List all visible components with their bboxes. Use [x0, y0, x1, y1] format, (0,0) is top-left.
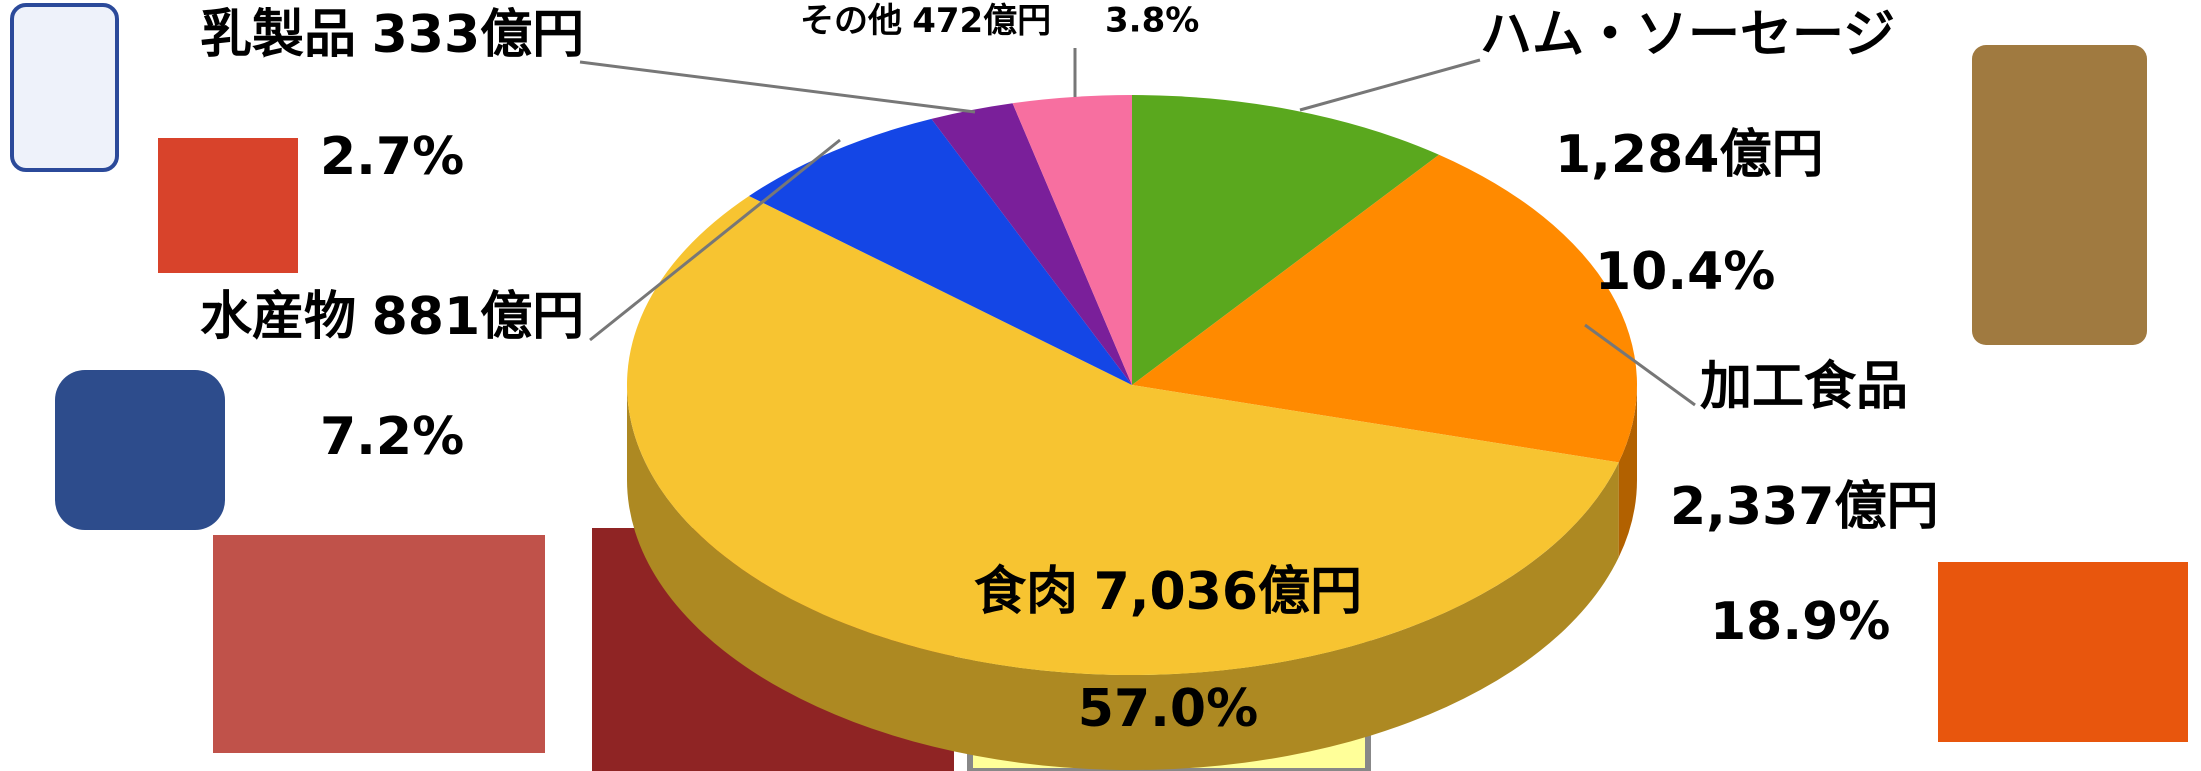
value-label: 10.4% — [1595, 242, 1775, 302]
tuna-photo — [213, 535, 545, 753]
slice-side — [1618, 385, 1637, 558]
slice-side — [627, 385, 1619, 770]
slice — [931, 103, 1132, 385]
amount-label: 7,036億円 — [1094, 562, 1362, 622]
category-label: ハム・ソーセージ — [1480, 5, 1895, 65]
amount-label: 333億円 — [372, 5, 585, 65]
category-name: 水産物 — [200, 287, 356, 347]
category-name: 加工食品 — [1700, 357, 1908, 417]
value-label: 7.2% — [320, 407, 464, 467]
amount-label: 2,337億円 — [1670, 477, 1938, 537]
value-label: 18.9% — [1710, 592, 1890, 652]
amount-label: 472億円 — [912, 1, 1051, 41]
value-label: 3.8% — [1105, 1, 1199, 41]
value-label: 57.0% — [1078, 679, 1258, 739]
slice — [1012, 95, 1132, 385]
sausage-photo — [158, 138, 298, 273]
value-label: 2.7% — [320, 127, 464, 187]
category-name: ハム・ソーセージ — [1480, 5, 1895, 65]
category-label: 水産物 881億円 — [200, 287, 584, 347]
slice — [1132, 154, 1637, 463]
can-photo — [55, 370, 225, 530]
amount-label: 1,284億円 — [1555, 125, 1823, 185]
food-photo — [1938, 562, 2188, 742]
leader-line — [589, 138, 841, 342]
slice — [1132, 95, 1440, 385]
leader-line — [1299, 58, 1481, 112]
labels: ハム・ソーセージ 1,284億円 10.4% 加工食品 2,337億円 18.9% 食肉 7,… — [200, 1, 1938, 740]
pie — [627, 95, 1637, 770]
amount-label: 881億円 — [372, 287, 585, 347]
yogurt-photo — [10, 3, 119, 172]
leader-line — [579, 60, 976, 114]
category-name: 食肉 — [974, 562, 1078, 622]
category-label: 加工食品 — [1700, 357, 1908, 417]
category-label: 食肉 7,036億円 — [974, 562, 1362, 622]
category-name: 乳製品 — [200, 5, 356, 65]
ham-photo — [1972, 45, 2147, 345]
category-name: その他 — [800, 1, 902, 41]
category-label: 乳製品 333億円 — [200, 5, 584, 65]
slice — [749, 118, 1132, 385]
slice — [627, 195, 1619, 675]
category-label: その他 472億円 — [800, 1, 1051, 41]
leader-line — [1584, 323, 1696, 407]
